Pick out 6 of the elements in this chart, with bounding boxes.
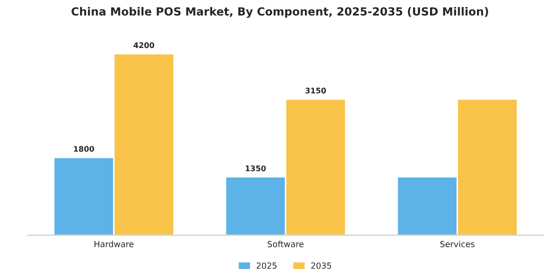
x-tick-label: Software (268, 240, 304, 248)
legend-label: 2035 (311, 262, 332, 269)
x-tick-label: Hardware (94, 240, 134, 248)
chart-title: China Mobile POS Market, By Component, 2025-2035 (USD Million) (72, 7, 488, 18)
legend-label: 2025 (256, 262, 277, 269)
x-tick-label: Services (440, 240, 474, 248)
